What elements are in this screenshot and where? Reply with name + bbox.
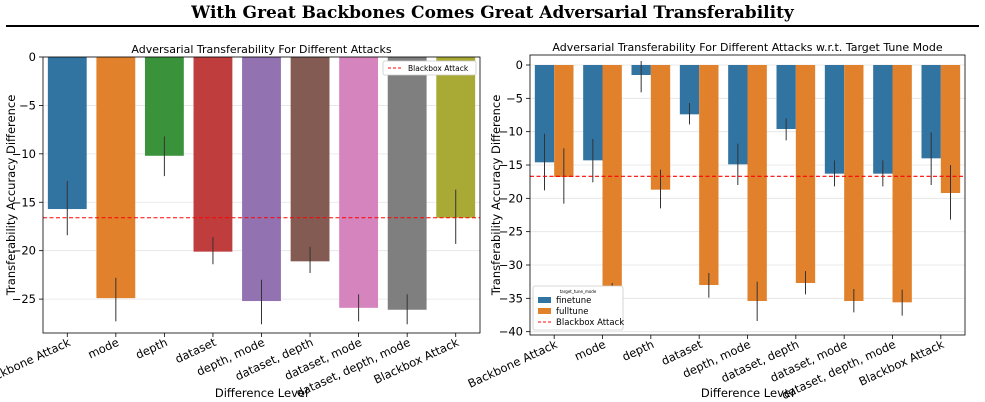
bar-fulltune: [554, 65, 574, 177]
x-tick-label: mode: [572, 337, 607, 363]
bar-finetune: [921, 65, 941, 159]
y-tick-label: −40: [499, 325, 523, 339]
y-tick-label: −5: [506, 91, 523, 105]
legend-label: fulltune: [556, 307, 588, 317]
bar-finetune: [583, 65, 603, 161]
y-tick-label: −5: [19, 98, 36, 112]
bar-finetune: [824, 65, 845, 174]
y-axis-label: Transferability Accuracy Difference: [4, 95, 18, 297]
x-tick-label: depth: [620, 337, 656, 364]
bar-fulltune: [602, 65, 622, 301]
bar-fulltune: [892, 65, 912, 303]
y-tick-label: −20: [12, 244, 36, 258]
y-axis-label: Transferability Accuracy Difference: [489, 95, 503, 297]
title-rule: [6, 25, 979, 27]
legend-title: target_tune_mode: [560, 289, 597, 294]
legend-box: [532, 285, 624, 331]
x-axis-label: Difference Level: [701, 386, 794, 400]
x-tick-label: Blackbox Attack: [371, 335, 461, 387]
bar: [290, 57, 330, 262]
bar: [242, 57, 281, 302]
bar-finetune: [776, 65, 796, 129]
x-tick-label: Backbone Attack: [0, 335, 73, 389]
y-tick-label: −20: [499, 191, 523, 205]
legend-swatch-fulltune: [538, 308, 551, 314]
x-tick-label: Blackbox Attack: [857, 337, 947, 389]
y-tick-label: −15: [12, 195, 36, 209]
bar-fulltune: [747, 65, 767, 301]
bar-fulltune: [844, 65, 864, 301]
legend-box: [382, 60, 477, 76]
x-tick-label: depth: [133, 335, 169, 362]
y-tick-label: −25: [499, 225, 523, 239]
legend-label: Blackbox Attack: [408, 64, 469, 73]
y-tick-label: −30: [499, 258, 523, 272]
bar-fulltune: [699, 65, 719, 285]
legend-swatch-finetune: [538, 297, 551, 303]
y-tick-label: −25: [12, 292, 36, 306]
figure-header: With Great Backbones Comes Great Adversa…: [0, 0, 985, 30]
chart-title: Adversarial Transferability For Differen…: [131, 43, 391, 56]
bar-finetune: [728, 65, 748, 165]
y-tick-label: −35: [499, 291, 523, 305]
bar-fulltune: [940, 65, 961, 193]
figure-title: With Great Backbones Comes Great Adversa…: [191, 3, 794, 23]
bar: [193, 57, 233, 252]
legend-label: Blackbox Attack: [556, 318, 624, 328]
bar: [339, 57, 379, 308]
x-tick-label: mode: [86, 335, 121, 361]
y-tick-label: −10: [12, 147, 36, 161]
chart-title: Adversarial Transferability For Differen…: [552, 41, 942, 54]
y-tick-label: 0: [516, 58, 523, 72]
bar: [387, 57, 427, 310]
bar: [96, 57, 136, 299]
bar-finetune: [534, 65, 555, 163]
bar-finetune: [679, 65, 700, 115]
y-tick-label: 0: [29, 50, 36, 64]
bar-fulltune: [650, 65, 671, 190]
bar-finetune: [873, 65, 893, 174]
y-tick-label: −15: [499, 158, 523, 172]
x-axis-label: Difference Level: [215, 386, 308, 400]
bar-fulltune: [795, 65, 816, 283]
legend-label: finetune: [556, 296, 591, 306]
y-tick-label: −10: [499, 125, 523, 139]
